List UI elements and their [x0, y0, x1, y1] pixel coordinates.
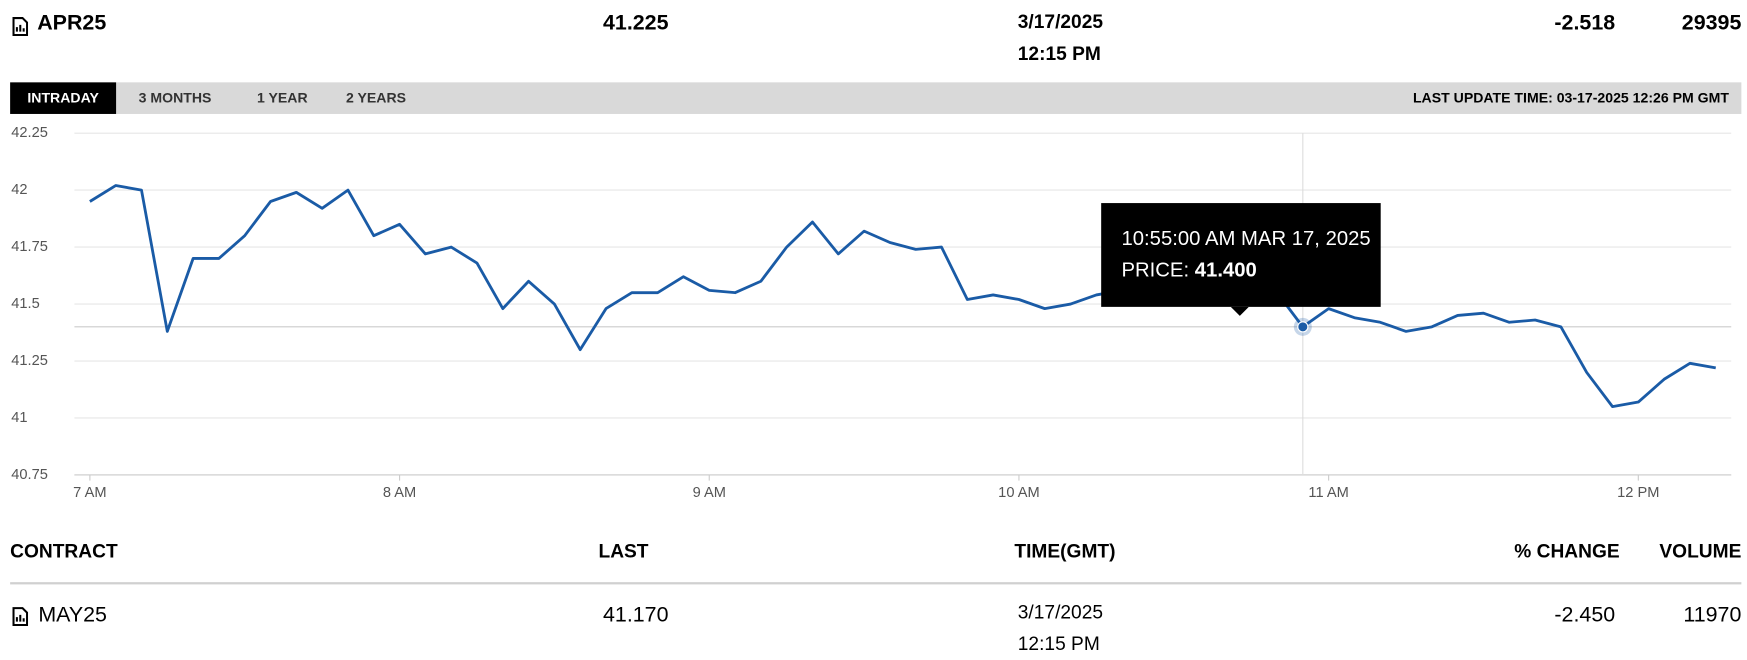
column-header: % CHANGE	[1514, 540, 1620, 562]
tab[interactable]: 3 MONTHS	[138, 90, 212, 107]
last-price: 41.225	[602, 11, 669, 35]
tab-bar: INTRADAY 3 MONTHS 1 YEAR 2 YEARS LAST UP…	[10, 82, 1742, 114]
tab[interactable]: INTRADAY	[10, 82, 117, 114]
x-tick-label: 11 AM	[1308, 485, 1348, 501]
y-tick-label: 41.5	[11, 296, 39, 312]
contract-icon	[12, 607, 29, 627]
tooltip-time: 10:55:00 AM MAR 17, 2025	[1121, 226, 1371, 250]
y-tick-label: 42.25	[11, 125, 48, 141]
divider	[10, 582, 1742, 585]
tooltip-label: PRICE:	[1121, 258, 1190, 281]
date: 3/17/2025	[1017, 11, 1104, 33]
price-line	[89, 184, 1716, 409]
cell: 3/17/2025	[1017, 601, 1104, 623]
column-header: VOLUME	[1659, 540, 1742, 562]
column-header: TIME(GMT)	[1014, 540, 1116, 562]
column-header: CONTRACT	[10, 540, 118, 562]
contract-icon	[12, 17, 29, 36]
hover-point	[1297, 321, 1309, 333]
tab[interactable]: 1 YEAR	[256, 90, 308, 107]
last-update: LAST UPDATE TIME: 03-17-2025 12:26 PM GM…	[1412, 90, 1729, 107]
chart: 40.75 41 41.25 41.5 41.75 42 42.25 7 AM 8 AM 9 AM…	[11, 125, 1732, 501]
time: 12:15 PM	[1017, 42, 1101, 65]
x-tick-label: 10 AM	[998, 485, 1039, 501]
change: -2.518	[1554, 11, 1616, 35]
cell: 12:15 PM	[1017, 632, 1100, 655]
tab[interactable]: 2 YEARS	[346, 90, 407, 107]
volume: 29395	[1681, 11, 1742, 35]
y-tick-label: 41.75	[11, 239, 48, 255]
cell: MAY25	[38, 603, 107, 628]
x-tick-label: 9 AM	[693, 485, 726, 501]
x-tick-label: 8 AM	[383, 485, 416, 501]
x-tick-label: 7 AM	[73, 485, 106, 501]
tooltip-price: PRICE: 41.400	[1121, 258, 1256, 282]
cell: 11970	[1683, 603, 1742, 628]
cell: 41.170	[602, 603, 669, 628]
y-tick-label: 42	[11, 182, 27, 198]
y-tick-label: 41	[11, 410, 27, 426]
y-tick-label: 41.25	[11, 353, 48, 369]
tooltip: 10:55:00 AM MAR 17, 2025 PRICE: 41.400	[1101, 203, 1381, 316]
y-tick-label: 40.75	[11, 467, 48, 483]
contract: APR25	[37, 11, 107, 35]
x-tick-label: 12 PM	[1617, 485, 1659, 501]
tooltip-value: 41.400	[1194, 258, 1257, 281]
cell: -2.450	[1554, 603, 1616, 628]
column-header: LAST	[598, 540, 649, 562]
